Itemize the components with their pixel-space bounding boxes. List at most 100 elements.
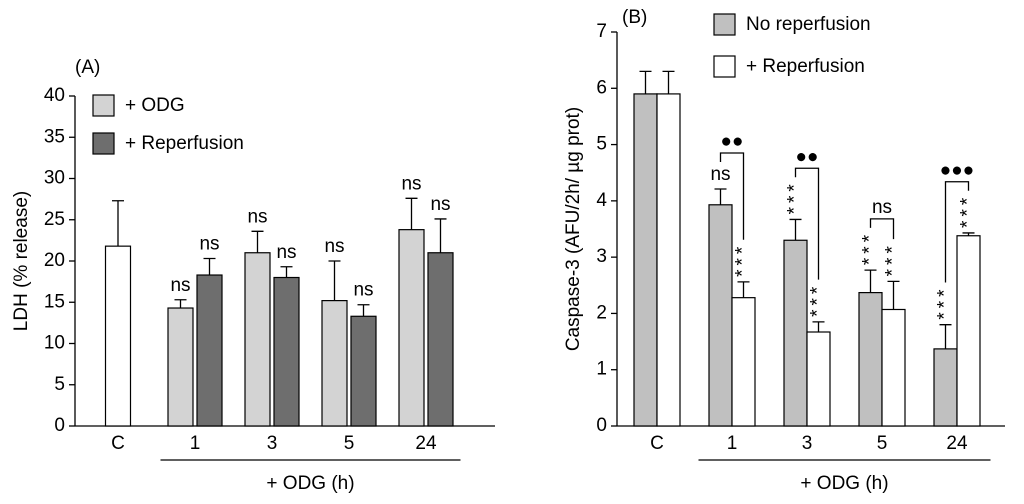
y-tick-label: 0 bbox=[54, 415, 65, 436]
y-tick-label: 20 bbox=[44, 250, 65, 271]
error-bar bbox=[203, 257, 216, 276]
error-bar bbox=[280, 266, 293, 278]
error-bar bbox=[174, 299, 187, 309]
y-tick-label: 35 bbox=[44, 126, 65, 147]
bar bbox=[104, 245, 132, 427]
significance-label: ns bbox=[276, 242, 296, 263]
bar bbox=[881, 308, 906, 427]
significance-label: ns bbox=[247, 206, 267, 227]
error-bar bbox=[639, 70, 652, 94]
x-axis-label: + ODG (h) bbox=[800, 473, 888, 494]
significance-label: *** bbox=[785, 180, 806, 214]
legend-swatch bbox=[92, 94, 115, 117]
x-tick-label: 5 bbox=[344, 433, 355, 454]
bar bbox=[731, 297, 756, 427]
legend-label: + Reperfusion bbox=[746, 56, 865, 77]
y-tick-label: 2 bbox=[596, 302, 607, 323]
legend-swatch bbox=[713, 13, 736, 36]
error-bar bbox=[434, 218, 447, 253]
significance-label: *** bbox=[958, 194, 979, 228]
y-tick-label: 30 bbox=[44, 168, 65, 189]
error-bar bbox=[789, 218, 802, 241]
y-tick-label: 5 bbox=[54, 374, 65, 395]
error-bar bbox=[939, 324, 952, 349]
bar bbox=[321, 300, 348, 427]
bar bbox=[196, 274, 223, 427]
bracket-label: ●● bbox=[796, 146, 819, 167]
bar bbox=[933, 348, 958, 427]
error-bar bbox=[662, 70, 675, 94]
error-bar bbox=[812, 321, 825, 333]
bracket-label: ●●● bbox=[940, 160, 974, 181]
significance-label: ns bbox=[353, 280, 373, 301]
y-tick-label: 1 bbox=[596, 359, 607, 380]
significance-label: *** bbox=[935, 285, 956, 319]
panel-label: (B) bbox=[622, 7, 647, 28]
x-tick-label: 3 bbox=[267, 433, 278, 454]
error-bar bbox=[251, 230, 264, 253]
x-tick-label: 1 bbox=[190, 433, 201, 454]
y-axis-label: LDH (% release) bbox=[11, 191, 32, 331]
significance-label: *** bbox=[860, 231, 881, 265]
legend-swatch bbox=[713, 55, 736, 78]
significance-label: *** bbox=[733, 243, 754, 277]
bar bbox=[956, 235, 981, 427]
error-bar bbox=[737, 281, 750, 298]
error-bar bbox=[962, 232, 975, 236]
error-bar bbox=[328, 260, 341, 301]
x-tick-label: 24 bbox=[946, 433, 968, 454]
bar bbox=[633, 93, 658, 427]
bracket-label: ns bbox=[872, 197, 892, 218]
significance-label: ns bbox=[710, 164, 730, 185]
bar bbox=[167, 307, 194, 427]
bar bbox=[806, 331, 831, 427]
y-tick-label: 25 bbox=[44, 209, 65, 230]
error-bar bbox=[112, 200, 124, 247]
error-bar bbox=[887, 280, 900, 310]
bracket bbox=[869, 218, 895, 240]
bracket bbox=[944, 181, 970, 283]
y-axis-label: Caspase-3 (AFU/2h/ µg prot) bbox=[563, 107, 584, 351]
bar bbox=[858, 292, 883, 427]
significance-label: ns bbox=[401, 173, 421, 194]
y-tick-label: 0 bbox=[596, 415, 607, 436]
bar bbox=[427, 252, 454, 427]
y-tick-label: 10 bbox=[44, 333, 65, 354]
error-bar bbox=[714, 188, 727, 205]
x-tick-label: 24 bbox=[415, 433, 437, 454]
bar bbox=[398, 229, 425, 427]
x-tick-label: 1 bbox=[727, 433, 738, 454]
significance-label: ns bbox=[324, 236, 344, 257]
legend-label: No reperfusion bbox=[746, 14, 871, 35]
panel-label: (A) bbox=[75, 57, 100, 78]
significance-label: ns bbox=[199, 234, 219, 255]
bracket-label: ●● bbox=[721, 131, 744, 152]
bracket bbox=[719, 152, 745, 240]
bar bbox=[273, 276, 300, 427]
legend-label: + Reperfusion bbox=[125, 133, 244, 154]
error-bar bbox=[864, 269, 877, 293]
x-axis-label: + ODG (h) bbox=[266, 473, 354, 494]
x-tick-label: C bbox=[111, 433, 125, 454]
significance-label: *** bbox=[883, 242, 904, 276]
significance-label: ns bbox=[430, 194, 450, 215]
bar bbox=[244, 252, 271, 427]
x-tick-label: C bbox=[650, 433, 664, 454]
significance-label: ns bbox=[170, 275, 190, 296]
x-tick-label: 5 bbox=[877, 433, 888, 454]
error-bar bbox=[405, 197, 418, 230]
y-tick-label: 4 bbox=[596, 190, 607, 211]
bar bbox=[350, 315, 377, 427]
legend-swatch bbox=[92, 132, 115, 155]
bracket bbox=[794, 167, 820, 280]
significance-label: *** bbox=[808, 283, 829, 317]
bar bbox=[783, 239, 808, 427]
bar bbox=[708, 204, 733, 427]
y-tick-label: 6 bbox=[596, 77, 607, 98]
y-tick-label: 15 bbox=[44, 291, 65, 312]
error-bar bbox=[357, 304, 370, 317]
x-tick-label: 3 bbox=[802, 433, 813, 454]
y-tick-label: 3 bbox=[596, 246, 607, 267]
y-tick-label: 7 bbox=[596, 21, 607, 42]
